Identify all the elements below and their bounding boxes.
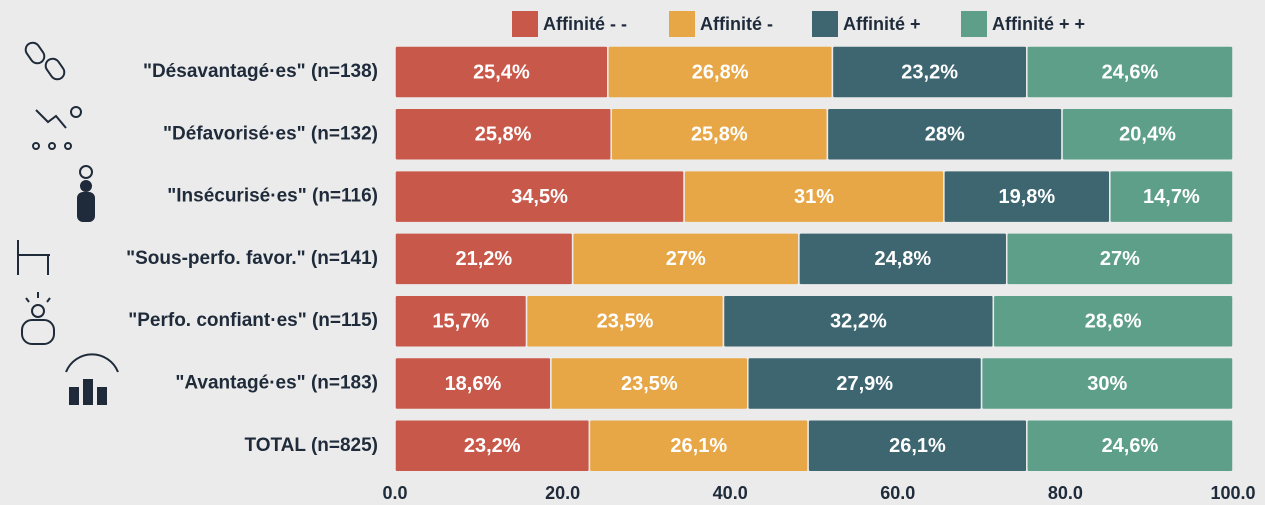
value-label: 24,8% bbox=[874, 248, 931, 270]
legend-swatch bbox=[812, 11, 838, 37]
bar-segment bbox=[980, 356, 1234, 411]
value-label: 23,5% bbox=[597, 310, 654, 332]
x-tick-label: 80.0 bbox=[1048, 483, 1083, 503]
category-label: "Sous-perfo. favor." (n=141) bbox=[126, 248, 378, 269]
x-tick-label: 0.0 bbox=[382, 483, 407, 503]
value-label: 23,2% bbox=[464, 435, 521, 457]
value-label: 27% bbox=[666, 248, 706, 270]
bar-segment bbox=[1026, 419, 1234, 473]
category-label: "Perfo. confiant·es" (n=115) bbox=[128, 310, 378, 331]
value-label: 31% bbox=[794, 186, 834, 208]
bar-segment bbox=[992, 294, 1234, 348]
value-label: 24,6% bbox=[1102, 435, 1159, 457]
value-label: 24,6% bbox=[1102, 61, 1159, 83]
legend-label: Affinité + bbox=[843, 14, 921, 34]
value-label: 20,4% bbox=[1119, 124, 1176, 146]
category-label: "Défavorisé·es" (n=132) bbox=[163, 123, 378, 144]
x-tick-label: 60.0 bbox=[880, 483, 915, 503]
legend-swatch bbox=[669, 11, 695, 37]
value-label: 25,8% bbox=[691, 124, 748, 146]
value-label: 23,2% bbox=[901, 61, 958, 83]
x-tick-label: 20.0 bbox=[545, 483, 580, 503]
bar-segment bbox=[1026, 45, 1234, 99]
category-label: "Avantagé·es" (n=183) bbox=[175, 373, 378, 394]
value-label: 26,1% bbox=[889, 435, 946, 457]
value-label: 21,2% bbox=[455, 248, 512, 270]
legend-label: Affinité - bbox=[700, 14, 773, 34]
value-label: 25,4% bbox=[473, 61, 530, 83]
value-label: 27% bbox=[1100, 248, 1140, 270]
category-label: TOTAL (n=825) bbox=[244, 435, 378, 456]
x-tick-label: 100.0 bbox=[1210, 483, 1255, 503]
legend-swatch bbox=[512, 11, 538, 37]
value-label: 34,5% bbox=[511, 186, 568, 208]
legend-label: Affinité - - bbox=[543, 14, 627, 34]
category-label: "Insécurisé·es" (n=116) bbox=[167, 186, 378, 207]
x-tick-label: 40.0 bbox=[713, 483, 748, 503]
value-label: 28% bbox=[925, 124, 965, 146]
bar-segment bbox=[1005, 232, 1234, 286]
legend-label: Affinité + + bbox=[992, 14, 1085, 34]
value-label: 23,5% bbox=[621, 373, 678, 395]
value-label: 28,6% bbox=[1085, 310, 1142, 332]
value-label: 26,1% bbox=[670, 435, 727, 457]
value-label: 14,7% bbox=[1143, 186, 1200, 208]
value-label: 19,8% bbox=[998, 186, 1055, 208]
bar-segment bbox=[1109, 169, 1234, 224]
value-label: 32,2% bbox=[830, 310, 887, 332]
legend-swatch bbox=[961, 11, 987, 37]
value-label: 30% bbox=[1087, 373, 1127, 395]
value-label: 26,8% bbox=[692, 61, 749, 83]
category-label: "Désavantagé·es" (n=138) bbox=[143, 61, 378, 82]
icons bbox=[17, 41, 119, 405]
value-label: 15,7% bbox=[432, 310, 489, 332]
value-label: 27,9% bbox=[836, 373, 893, 395]
bar-segment bbox=[1061, 107, 1234, 162]
value-label: 25,8% bbox=[475, 124, 532, 146]
value-label: 18,6% bbox=[445, 373, 502, 395]
